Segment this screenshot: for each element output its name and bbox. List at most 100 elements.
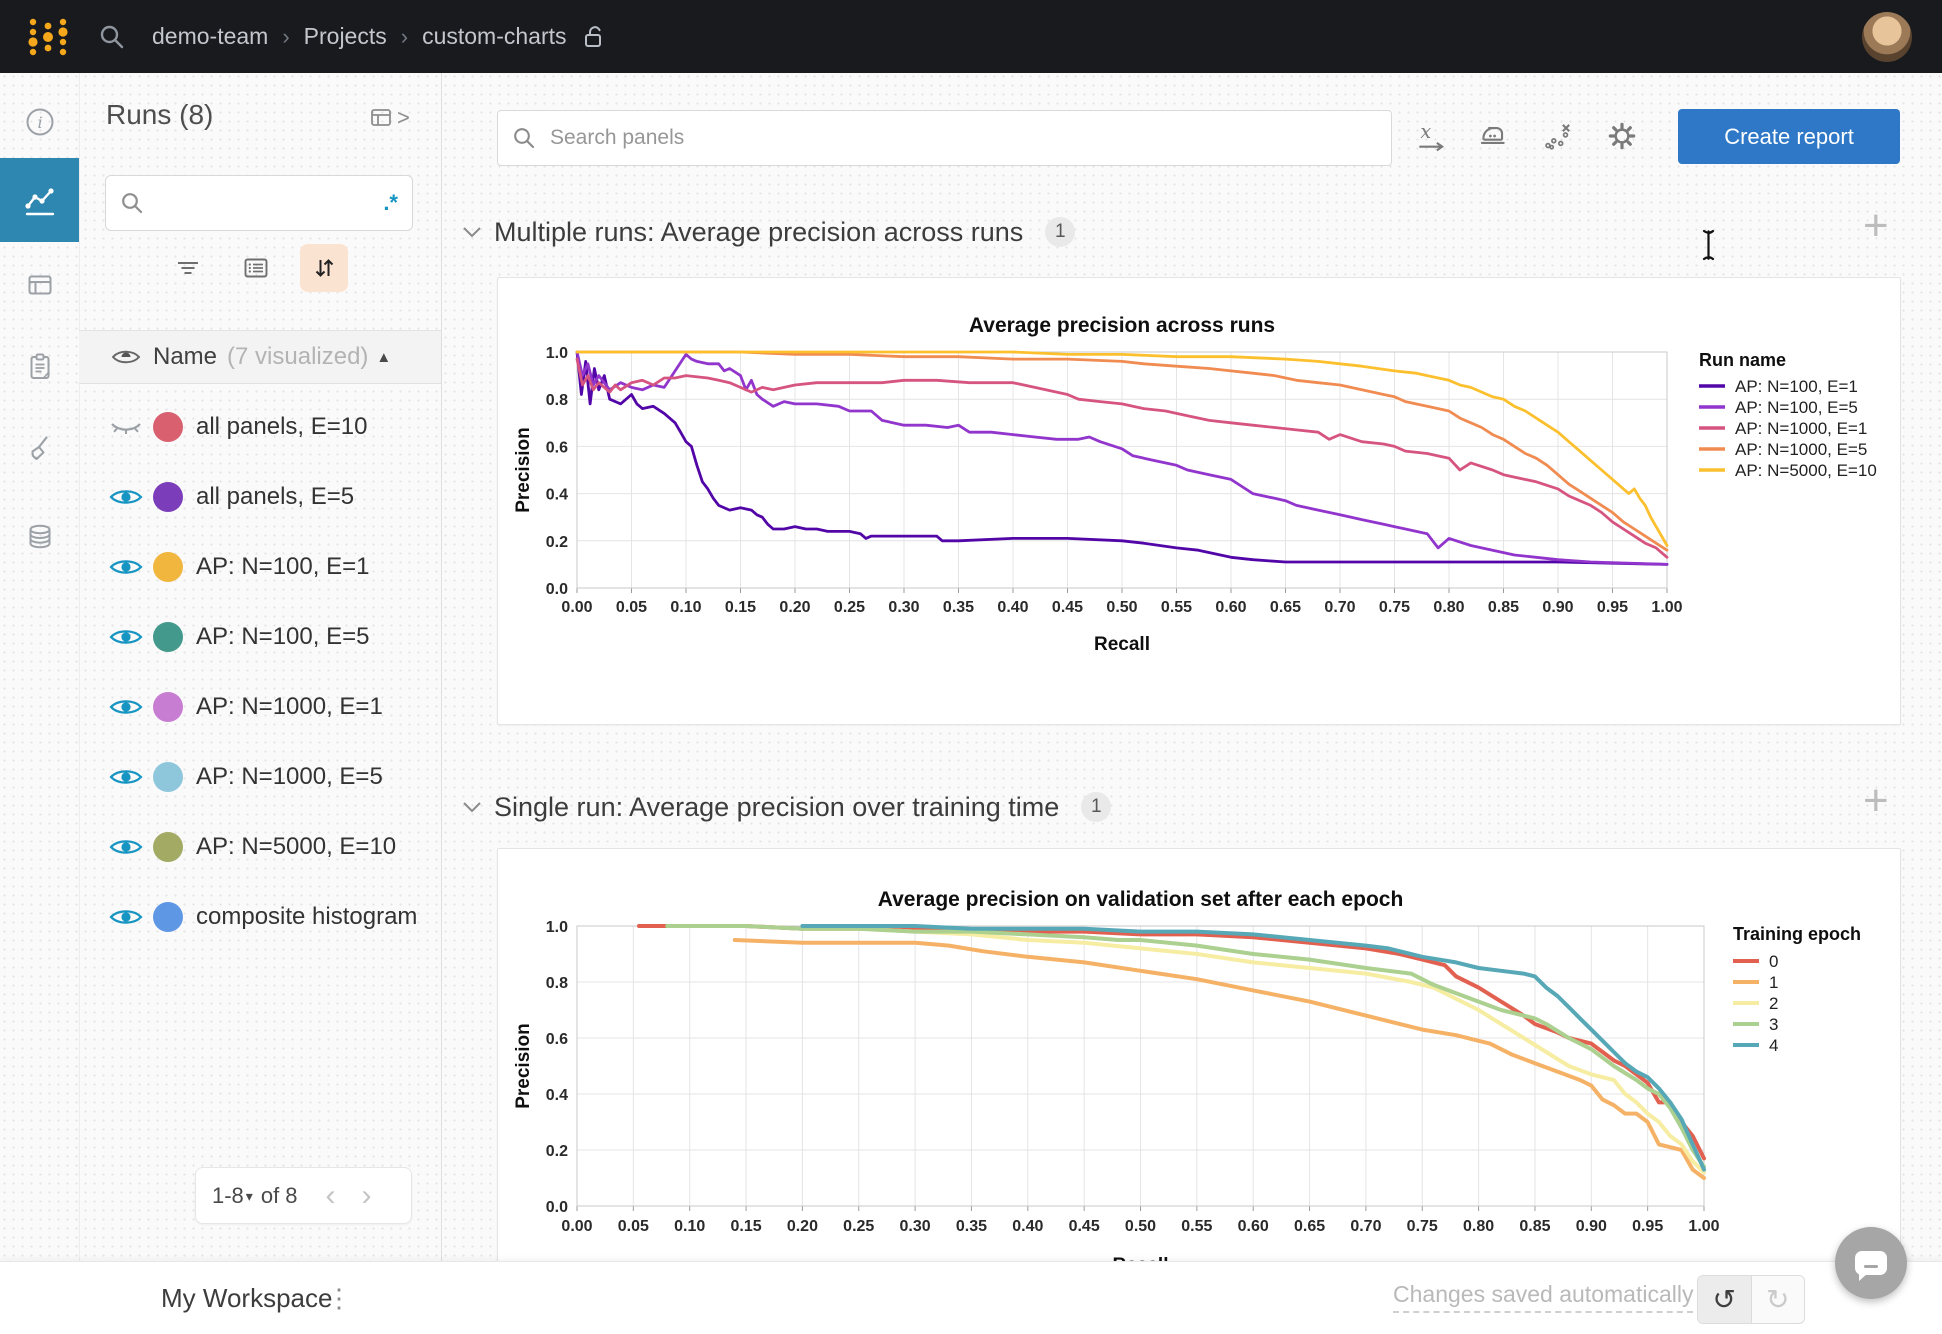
run-row[interactable]: composite histogram (79, 882, 441, 952)
x-axis-settings-button[interactable]: x (1410, 115, 1452, 157)
runs-panel-title: Runs (8) (106, 99, 214, 130)
series-line-AP: N=100, E=1[interactable] (575, 350, 1669, 566)
eye-open-icon[interactable] (109, 626, 143, 648)
eye-open-icon[interactable] (109, 556, 143, 578)
precision-recall-epoch-chart[interactable]: 0.00 0.05 0.10 0.15 0.20 0.25 0.30 0.35 0.40 0.45… (498, 849, 1900, 1279)
panel-card-average-precision-per-epoch[interactable]: 0.00 0.05 0.10 0.15 0.20 0.25 0.30 0.35 0.40 0.45… (497, 848, 1901, 1280)
series-line-2[interactable] (800, 926, 1706, 1175)
panel-card-average-precision-across-runs[interactable]: 0.00 0.05 0.10 0.15 0.20 0.25 0.30 0.35 0.40 0.45… (497, 277, 1901, 725)
x-tick-label: 0.85 (1519, 1218, 1550, 1235)
rail-sweeps-button[interactable] (0, 415, 79, 481)
run-row[interactable]: all panels, E=5 (79, 462, 441, 532)
legend-entry-label[interactable]: AP: N=100, E=1 (1735, 377, 1858, 396)
run-row[interactable]: all panels, E=10 (79, 392, 441, 462)
series-line-3[interactable] (665, 924, 1706, 1169)
legend-entry-label[interactable]: 0 (1769, 952, 1778, 971)
precision-recall-multi-run-chart[interactable]: 0.00 0.05 0.10 0.15 0.20 0.25 0.30 0.35 0.40 0.45… (498, 278, 1900, 724)
x-tick-label: 0.95 (1632, 1218, 1663, 1235)
run-color-dot[interactable] (153, 832, 183, 862)
legend-entry-label[interactable]: 1 (1769, 973, 1778, 992)
series-line-0[interactable] (637, 924, 1706, 1161)
rail-info-button[interactable]: i (0, 89, 79, 155)
run-color-dot[interactable] (153, 622, 183, 652)
group-runs-button[interactable] (232, 244, 280, 292)
user-avatar[interactable] (1862, 12, 1912, 62)
legend-entry-label[interactable]: 4 (1769, 1036, 1778, 1055)
eye-open-icon[interactable] (109, 766, 143, 788)
regex-toggle-button[interactable]: .* (383, 190, 398, 215)
rail-workspace-charts-button[interactable] (0, 158, 79, 242)
run-color-dot[interactable] (153, 762, 183, 792)
section-title[interactable]: Single run: Average precision over train… (494, 791, 1060, 822)
runs-name-header[interactable]: Name (7 visualized) ▲ (79, 330, 441, 384)
legend-entry-label[interactable]: AP: N=1000, E=5 (1735, 440, 1867, 459)
search-icon[interactable] (98, 23, 126, 51)
series-line-AP: N=1000, E=1[interactable] (575, 357, 1669, 559)
breadcrumb-projects[interactable]: Projects (303, 23, 387, 49)
run-row[interactable]: AP: N=100, E=5 (79, 602, 441, 672)
eye-open-icon[interactable] (109, 836, 143, 858)
run-color-dot[interactable] (153, 552, 183, 582)
series-line-AP: N=5000, E=10[interactable] (575, 350, 1669, 547)
section-collapse-chevron-icon[interactable] (462, 226, 482, 238)
legend-entry-label[interactable]: 2 (1769, 994, 1778, 1013)
breadcrumb-team[interactable]: demo-team (152, 23, 269, 49)
series-line-4[interactable] (800, 924, 1706, 1172)
series-line-AP: N=1000, E=5[interactable] (575, 350, 1669, 552)
run-row[interactable]: AP: N=1000, E=5 (79, 742, 441, 812)
eye-partial-icon[interactable] (111, 347, 141, 367)
prev-page-button[interactable]: ‹ (325, 1178, 336, 1212)
legend-entry-label[interactable]: AP: N=5000, E=10 (1735, 461, 1877, 480)
panel-search-input[interactable] (548, 125, 1391, 151)
workspace-settings-button[interactable] (1601, 115, 1643, 157)
outliers-button[interactable] (1536, 115, 1578, 157)
plot-area[interactable] (576, 351, 1668, 589)
run-row[interactable]: AP: N=100, E=1 (79, 532, 441, 602)
y-tick-label: 0.6 (546, 439, 568, 456)
run-row[interactable]: AP: N=1000, E=1 (79, 672, 441, 742)
my-workspace-tab[interactable]: My Workspace (161, 1283, 333, 1313)
create-report-button[interactable]: Create report (1678, 109, 1900, 164)
series-line-1[interactable] (732, 938, 1706, 1180)
filter-runs-button[interactable] (164, 244, 212, 292)
x-tick-label: 0.15 (725, 599, 756, 616)
section-collapse-chevron-icon[interactable] (462, 801, 482, 813)
add-panel-button[interactable]: + (1863, 201, 1889, 250)
plot-area[interactable] (576, 925, 1705, 1207)
run-color-dot[interactable] (153, 412, 183, 442)
rail-notes-button[interactable] (0, 334, 79, 400)
run-color-dot[interactable] (153, 902, 183, 932)
expand-runs-table-button[interactable]: > (369, 105, 410, 131)
runs-search-input[interactable] (154, 190, 384, 216)
rail-artifacts-button[interactable] (0, 504, 79, 570)
breadcrumb-project-name[interactable]: custom-charts (422, 23, 567, 49)
page-range-dropdown[interactable]: 1-8 (212, 1182, 244, 1208)
run-color-dot[interactable] (153, 482, 183, 512)
next-page-button[interactable]: › (361, 1178, 372, 1212)
eye-open-icon[interactable] (109, 486, 143, 508)
smoothing-button[interactable] (1472, 115, 1514, 157)
run-row[interactable]: AP: N=5000, E=10 (79, 812, 441, 882)
sort-runs-button[interactable] (300, 244, 348, 292)
rail-table-button[interactable] (0, 252, 79, 318)
legend-entry-label[interactable]: 3 (1769, 1015, 1778, 1034)
series-line-AP: N=100, E=5[interactable] (575, 350, 1669, 566)
left-rail: i (0, 73, 80, 1261)
legend-entry-label[interactable]: AP: N=100, E=5 (1735, 398, 1858, 417)
eye-open-icon[interactable] (109, 906, 143, 928)
workspace-menu-kebab-icon[interactable]: ⋮ (326, 1283, 352, 1313)
eye-closed-icon[interactable] (109, 416, 143, 438)
run-color-dot[interactable] (153, 692, 183, 722)
x-tick-label: 0.55 (1161, 599, 1192, 616)
wandb-logo-icon[interactable] (24, 12, 74, 62)
eye-open-icon[interactable] (109, 696, 143, 718)
legend-entry-label[interactable]: AP: N=1000, E=1 (1735, 419, 1867, 438)
run-name-label: AP: N=100, E=5 (196, 623, 370, 650)
broom-icon (30, 436, 48, 460)
support-chat-button[interactable] (1835, 1227, 1907, 1299)
dropdown-caret-icon[interactable]: ▾ (245, 1188, 253, 1204)
undo-button[interactable]: ↺ (1698, 1276, 1752, 1323)
add-panel-button[interactable]: + (1863, 776, 1889, 825)
section-title[interactable]: Multiple runs: Average precision across … (494, 216, 1024, 247)
redo-button[interactable]: ↻ (1766, 1284, 1790, 1315)
